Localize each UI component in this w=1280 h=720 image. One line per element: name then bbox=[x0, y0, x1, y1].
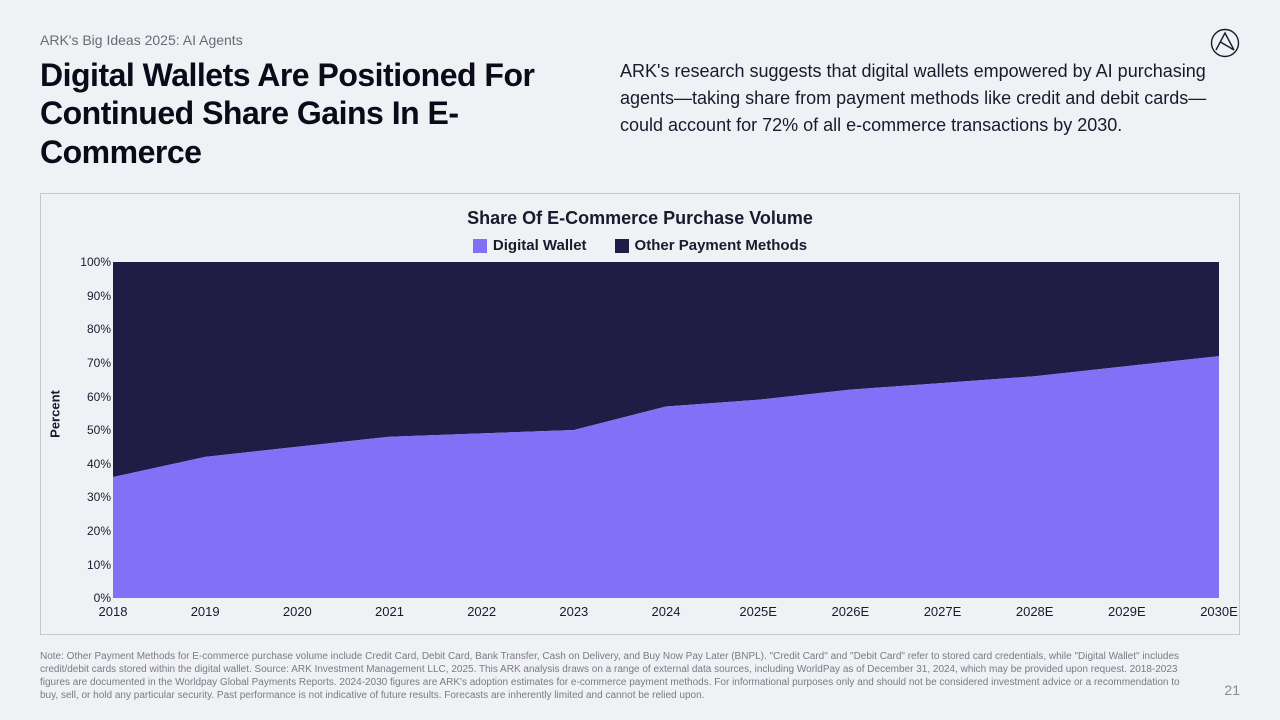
y-tick-label: 40% bbox=[87, 457, 111, 471]
chart-container: Share Of E-Commerce Purchase Volume Digi… bbox=[40, 193, 1240, 635]
y-tick-label: 0% bbox=[94, 591, 111, 605]
x-tick-label: 2023 bbox=[559, 604, 588, 619]
page-subtitle: ARK's research suggests that digital wal… bbox=[620, 56, 1240, 171]
x-tick-label: 2019 bbox=[191, 604, 220, 619]
legend-item-digital-wallet: Digital Wallet bbox=[473, 237, 587, 254]
page-title: Digital Wallets Are Positioned For Conti… bbox=[40, 56, 580, 171]
area-chart-svg bbox=[113, 262, 1219, 598]
y-tick-label: 20% bbox=[87, 524, 111, 538]
x-tick-label: 2028E bbox=[1016, 604, 1054, 619]
y-tick-label: 70% bbox=[87, 356, 111, 370]
y-tick-label: 60% bbox=[87, 390, 111, 404]
y-tick-label: 10% bbox=[87, 558, 111, 572]
chart-legend: Digital Wallet Other Payment Methods bbox=[61, 237, 1219, 254]
legend-swatch bbox=[473, 239, 487, 253]
chart-title: Share Of E-Commerce Purchase Volume bbox=[61, 208, 1219, 229]
x-tick-label: 2029E bbox=[1108, 604, 1146, 619]
footnote-text: Note: Other Payment Methods for E-commer… bbox=[40, 650, 1180, 702]
x-tick-label: 2026E bbox=[832, 604, 870, 619]
x-tick-label: 2018 bbox=[99, 604, 128, 619]
header-row: Digital Wallets Are Positioned For Conti… bbox=[40, 56, 1240, 171]
legend-item-other: Other Payment Methods bbox=[615, 237, 808, 254]
y-tick-label: 100% bbox=[80, 255, 111, 269]
legend-label: Digital Wallet bbox=[493, 237, 587, 254]
y-tick-label: 90% bbox=[87, 289, 111, 303]
ark-logo-icon bbox=[1210, 28, 1240, 63]
slide-page: ARK's Big Ideas 2025: AI Agents Digital … bbox=[0, 0, 1280, 720]
legend-label: Other Payment Methods bbox=[635, 237, 808, 254]
x-tick-label: 2030E bbox=[1200, 604, 1238, 619]
x-tick-label: 2024 bbox=[652, 604, 681, 619]
y-axis-labels: 0%10%20%30%40%50%60%70%80%90%100% bbox=[79, 262, 111, 598]
y-tick-label: 30% bbox=[87, 490, 111, 504]
x-axis-labels: 20182019202020212022202320242025E2026E20… bbox=[113, 604, 1219, 624]
legend-swatch bbox=[615, 239, 629, 253]
eyebrow-text: ARK's Big Ideas 2025: AI Agents bbox=[40, 32, 1240, 48]
x-tick-label: 2020 bbox=[283, 604, 312, 619]
x-tick-label: 2025E bbox=[739, 604, 777, 619]
y-axis-title: Percent bbox=[48, 390, 63, 438]
y-tick-label: 80% bbox=[87, 322, 111, 336]
x-tick-label: 2027E bbox=[924, 604, 962, 619]
x-tick-label: 2022 bbox=[467, 604, 496, 619]
plot-area bbox=[113, 262, 1219, 598]
y-tick-label: 50% bbox=[87, 423, 111, 437]
page-number: 21 bbox=[1224, 682, 1240, 698]
x-tick-label: 2021 bbox=[375, 604, 404, 619]
